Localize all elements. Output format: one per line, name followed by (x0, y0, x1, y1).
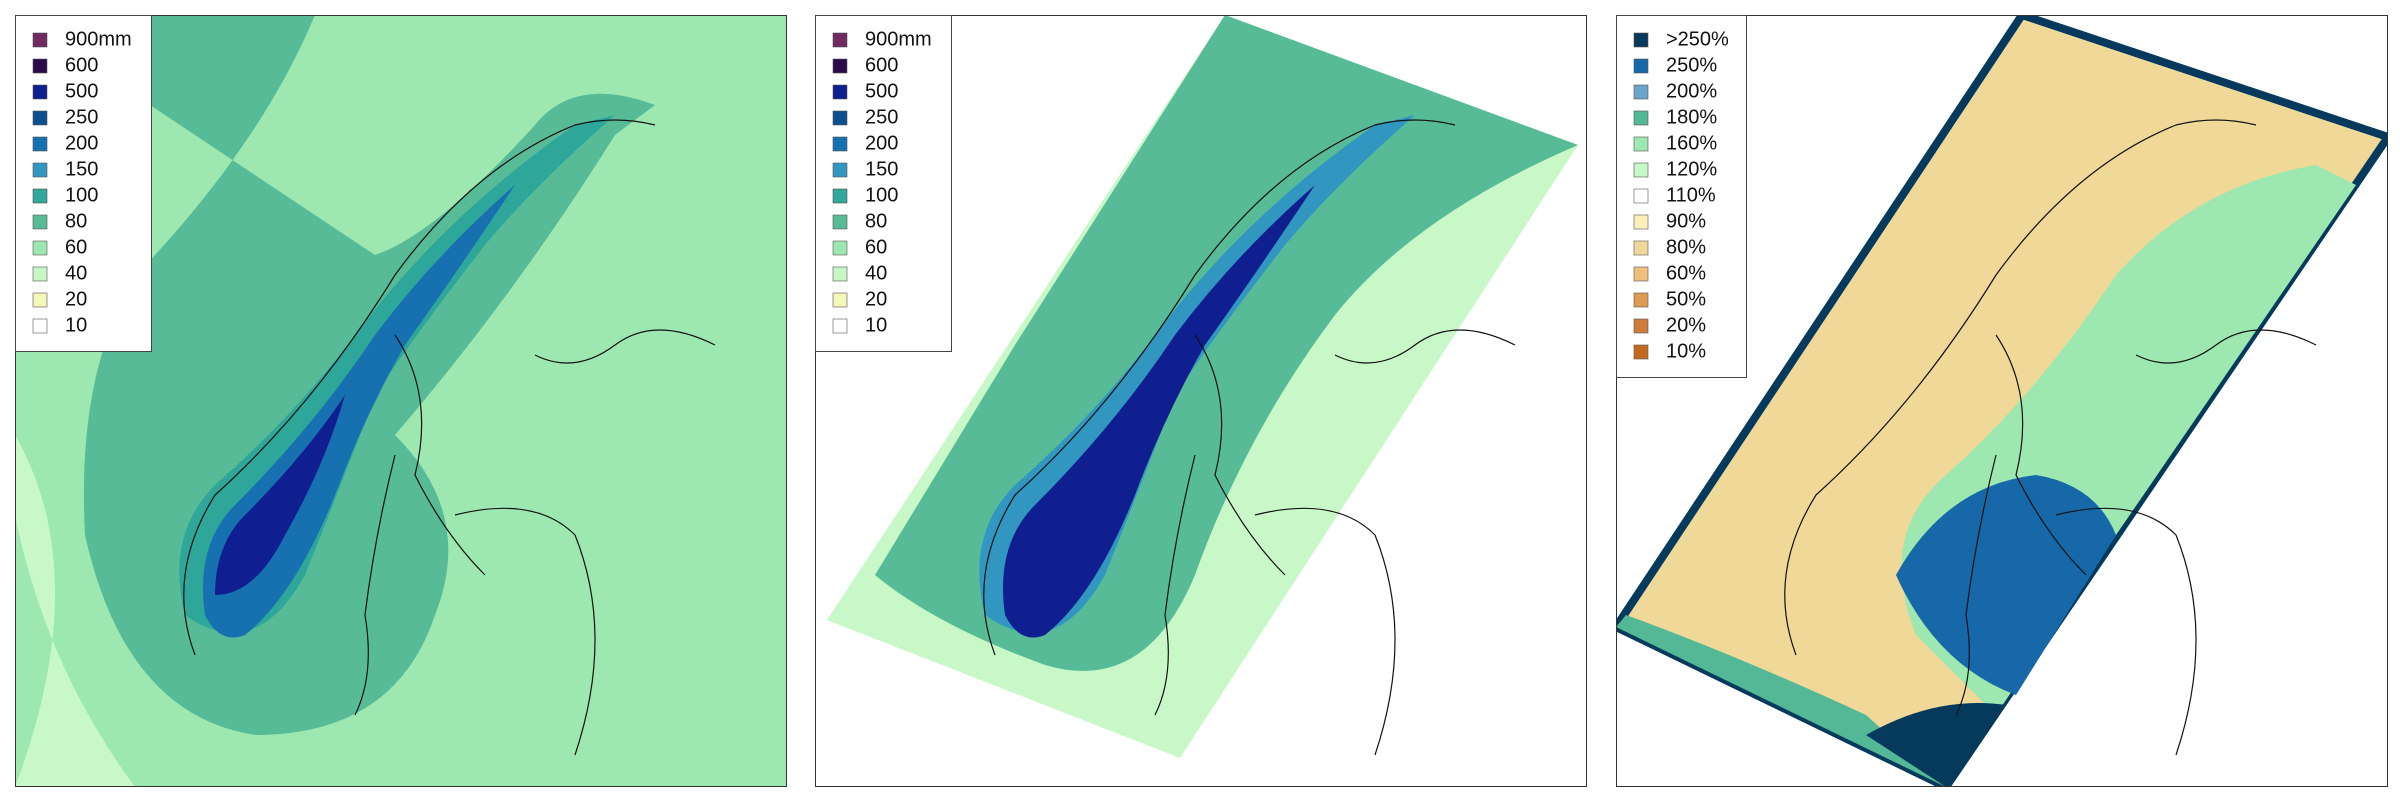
legend-label: 80 (65, 210, 87, 232)
legend-label: 200 (65, 132, 98, 154)
legend-label: 120% (1666, 158, 1717, 180)
legend-swatch (1633, 240, 1649, 256)
legend-label: 20% (1666, 314, 1706, 336)
legend-label: 100 (865, 184, 898, 206)
legend-swatch (832, 110, 848, 126)
map-region (1616, 615, 1946, 787)
legend-label: 180% (1666, 106, 1717, 128)
legend-label: 250 (865, 106, 898, 128)
legend-swatch (32, 32, 48, 48)
legend-label: 40 (65, 262, 87, 284)
legend-swatch (832, 58, 848, 74)
legend-label: 250% (1666, 54, 1717, 76)
legend-label: 60 (65, 236, 87, 258)
legend-swatch (1633, 188, 1649, 204)
legend-swatch (832, 318, 848, 334)
panel-frame (815, 15, 1587, 787)
legend-label: 10 (65, 314, 87, 336)
legend-swatch (32, 214, 48, 230)
legend-label: 110% (1666, 184, 1716, 206)
legend-swatch (1633, 32, 1649, 48)
legend-swatch (32, 110, 48, 126)
legend-label: 600 (65, 54, 98, 76)
legend-swatch (32, 318, 48, 334)
legend-swatch (32, 84, 48, 100)
legend-label: 250 (65, 106, 98, 128)
legend-swatch (1633, 292, 1649, 308)
legend-swatch (1633, 318, 1649, 334)
legend-label: 600 (865, 54, 898, 76)
legend-label: 10 (865, 314, 887, 336)
map-panel: 900mm 600 500 250 200 150 100 80 60 40 20 10 (815, 15, 1587, 787)
map-region (1896, 475, 2116, 695)
legend-swatch (832, 188, 848, 204)
legend-label: 20 (865, 288, 887, 310)
legend-swatch (32, 188, 48, 204)
legend-label: 900mm (65, 28, 132, 50)
map-region (215, 395, 345, 595)
legend-label: 50% (1666, 288, 1706, 310)
legend-label: 80 (865, 210, 887, 232)
panel-frame (1616, 15, 2388, 787)
legend-label: 60 (865, 236, 887, 258)
legend-swatch (1633, 136, 1649, 152)
legend-swatch (32, 162, 48, 178)
map-panel: 900mm 600 500 250 200 150 100 80 60 40 20 10 (15, 15, 787, 787)
map-region (15, 435, 135, 787)
legend-label: 20 (65, 288, 87, 310)
legend-label: 500 (865, 80, 898, 102)
legend-swatch (1633, 58, 1649, 74)
legend-swatch (832, 162, 848, 178)
legend-swatch (1633, 214, 1649, 230)
legend-label: 90% (1666, 210, 1706, 232)
legend-label: 60% (1666, 262, 1706, 284)
map-region (1616, 15, 2388, 787)
legend-swatch (832, 266, 848, 282)
legend-swatch (832, 84, 848, 100)
map-region (1003, 185, 1315, 638)
map-region (1866, 703, 2006, 787)
map-panel: >250% 250% 200% 180% 160% 120% 110% 90% 80% 60% 50… (1616, 15, 2388, 787)
coastline (1784, 119, 2317, 756)
legend-swatch (32, 266, 48, 282)
legend-label: 150 (65, 158, 98, 180)
legend-swatch (32, 136, 48, 152)
legend-label: 500 (65, 80, 98, 102)
legend-swatch (1633, 266, 1649, 282)
legend-label: 100 (65, 184, 98, 206)
legend-swatch (1633, 110, 1649, 126)
legend-label: >250% (1666, 28, 1729, 50)
legend-swatch (832, 136, 848, 152)
legend-swatch (832, 214, 848, 230)
legend-label: 150 (865, 158, 898, 180)
legend-swatch (32, 292, 48, 308)
legend-swatch (32, 240, 48, 256)
legend-swatch (832, 292, 848, 308)
legend-swatch (1633, 162, 1649, 178)
legend-swatch (32, 58, 48, 74)
legend-swatch (832, 240, 848, 256)
legend-label: 10% (1666, 340, 1706, 362)
legend-label: 200 (865, 132, 898, 154)
legend-label: 160% (1666, 132, 1717, 154)
legend-label: 900mm (865, 28, 932, 50)
legend-label: 200% (1666, 80, 1717, 102)
coastline (183, 119, 716, 756)
legend-swatch (832, 32, 848, 48)
legend-label: 40 (865, 262, 887, 284)
legend-swatch (1633, 344, 1649, 360)
legend-swatch (1633, 84, 1649, 100)
legend-label: 80% (1666, 236, 1706, 258)
panel-frame (15, 15, 787, 787)
coastline (983, 119, 1516, 756)
